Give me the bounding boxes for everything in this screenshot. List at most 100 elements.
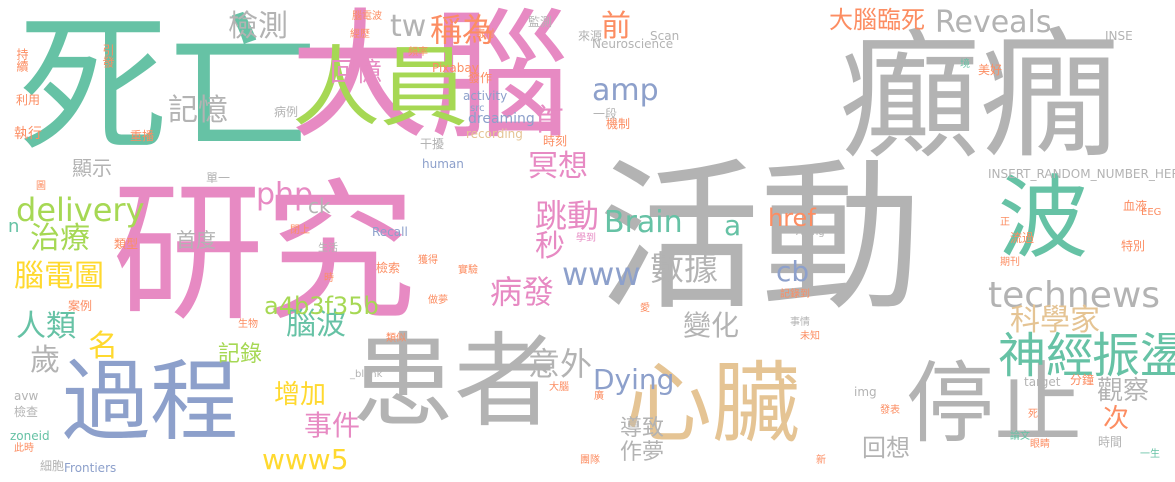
word: 前 — [601, 9, 631, 44]
word: 經歷 — [350, 29, 370, 40]
word: 停止 — [906, 352, 1083, 455]
word: 秒 — [535, 229, 565, 264]
word: 機制 — [606, 117, 631, 131]
word: 眼睛 — [1030, 439, 1050, 450]
word: 一生 — [1140, 449, 1160, 460]
word: 新 — [816, 455, 826, 466]
word: dreaming — [468, 111, 535, 127]
word: 神經 — [998, 328, 1095, 384]
word: INSERT_RANDOM_NUMBER_HERE — [988, 167, 1175, 181]
word: 歲 — [30, 343, 60, 378]
word: 干擾 — [420, 137, 445, 151]
word: www — [562, 255, 641, 293]
word: Neuroscience — [592, 37, 674, 51]
word: 分鐘 — [1070, 373, 1095, 387]
word: 心臟 — [624, 352, 801, 455]
word: 流過 — [1010, 231, 1035, 245]
word: 記錄 — [218, 342, 263, 367]
word: 團隊 — [580, 455, 600, 466]
word: 意外 — [528, 345, 593, 383]
word: 血液 — [1123, 199, 1148, 213]
word: 活動 — [598, 145, 922, 333]
word: 研究 — [112, 165, 416, 342]
word: Pixabay — [432, 61, 479, 75]
word: href — [768, 204, 816, 232]
word: 持續 — [15, 48, 29, 72]
word: Brain — [604, 205, 683, 240]
word: tw — [390, 9, 427, 44]
word: 愛 — [640, 303, 650, 314]
word: EEG — [1141, 207, 1162, 218]
word: 重播 — [130, 129, 155, 143]
word: 寄付 — [475, 29, 495, 40]
word: 單一 — [206, 171, 231, 185]
word: php — [256, 177, 314, 212]
word: 回想 — [862, 434, 910, 462]
word: a — [724, 209, 742, 242]
word: 死 — [1028, 409, 1038, 420]
word: img — [854, 385, 877, 399]
word: a4b3f35b — [264, 292, 379, 320]
word: 圖 — [36, 181, 46, 192]
word: INSE — [1105, 29, 1133, 43]
word: 癲癇 — [840, 16, 1121, 179]
word: 正 — [1000, 217, 1010, 228]
word: 跳動 — [535, 197, 600, 235]
word: Reveals — [935, 5, 1052, 40]
word: human — [422, 157, 464, 171]
word: 增加 — [274, 380, 327, 410]
word: 冥想 — [528, 149, 588, 184]
word: 發表 — [880, 405, 900, 416]
word: 人類 — [16, 309, 76, 344]
word: 特別 — [1121, 239, 1146, 253]
word: 檢索 — [376, 261, 401, 275]
word: 時 — [324, 273, 334, 284]
word: 論文 — [1010, 431, 1030, 442]
word: 大腦 — [549, 382, 569, 393]
word: 病例 — [274, 105, 299, 119]
word: ck — [308, 194, 331, 218]
word: Aging — [796, 227, 825, 238]
word: 檢測 — [228, 9, 288, 44]
word: 變化 — [683, 309, 740, 342]
word: 腦波 — [286, 307, 346, 342]
word: 細胞 — [40, 459, 65, 473]
word: 記憶 — [168, 93, 228, 128]
word: amp — [592, 73, 659, 108]
word: n — [8, 216, 20, 237]
word: 監測 — [528, 15, 553, 29]
word: 檢查 — [14, 405, 39, 419]
word: cb — [776, 255, 810, 288]
word: 事件 — [304, 409, 361, 442]
word: 閉上 — [290, 225, 310, 236]
word: 名 — [88, 329, 118, 364]
word: Dying — [593, 363, 675, 396]
word: 作夢 — [620, 440, 665, 465]
word: 過程 — [62, 350, 239, 453]
word: www5 — [262, 443, 349, 476]
word: 患者 — [352, 323, 556, 442]
word: 記錄到 — [780, 289, 810, 300]
word: 人員 — [292, 36, 469, 139]
word: technews — [988, 275, 1161, 316]
word: target — [1024, 375, 1061, 389]
word: 數據 — [650, 249, 718, 289]
word: 事情 — [790, 317, 810, 328]
word: Scan — [650, 29, 680, 43]
word: 一段 — [593, 107, 618, 121]
word: 做夢 — [428, 295, 448, 306]
word: 美好 — [978, 63, 1003, 77]
word: 頻率 — [408, 47, 428, 58]
word: 振盪 — [1092, 328, 1175, 384]
word: delivery — [16, 191, 145, 229]
word: 死亡 — [18, 0, 319, 174]
word: 腦電波 — [352, 11, 382, 22]
word: 執行 — [14, 126, 42, 142]
word: recording — [466, 127, 523, 141]
word: 引發 — [101, 44, 115, 68]
word: 此時 — [14, 443, 34, 454]
word: 腦電圖 — [14, 259, 104, 294]
word: 導致 — [620, 416, 665, 441]
word: 大腦臨死 — [829, 6, 925, 34]
